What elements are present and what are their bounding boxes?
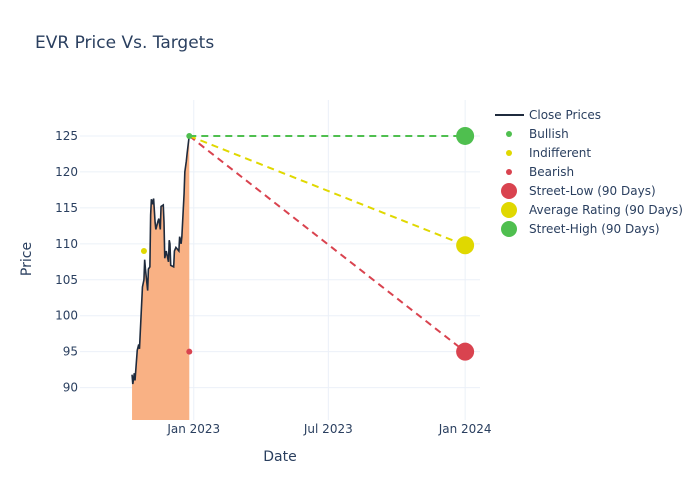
- plot-area: [131, 126, 475, 421]
- target-line-street-low-90-days: [188, 135, 466, 353]
- rating-point-bullish: [186, 132, 193, 139]
- y-tick-label: 95: [63, 345, 78, 359]
- x-tick-label: Jan 2024: [438, 422, 492, 436]
- legend-label-average-rating-90-days: Average Rating (90 Days): [529, 203, 683, 217]
- legend-label-bullish: Bullish: [529, 127, 569, 141]
- target-marker-street-low-90-days: [456, 342, 475, 361]
- legend-swatch-average-rating-90-days: [501, 202, 517, 218]
- legend-swatch-bearish: [506, 169, 512, 175]
- close-price-line: [131, 135, 191, 385]
- y-tick-label: 115: [55, 201, 78, 215]
- y-tick-label: 100: [55, 309, 78, 323]
- legend-label-street-high-90-days: Street-High (90 Days): [529, 222, 660, 236]
- x-axis-title: Date: [263, 449, 296, 465]
- y-tick-label: 125: [55, 129, 78, 143]
- legend: Close Prices Bullish Indifferent Bearish Str…: [495, 108, 683, 237]
- target-line-average-rating-90-days: [188, 135, 466, 247]
- rating-point-bearish: [186, 348, 193, 355]
- legend-swatch-street-low-90-days: [501, 183, 517, 199]
- y-tick-label: 90: [63, 381, 78, 395]
- legend-swatch-street-high-90-days: [501, 221, 517, 237]
- legend-swatch-indifferent: [506, 150, 512, 156]
- x-tick-label: Jan 2023: [166, 422, 220, 436]
- y-axis-title: Price: [19, 242, 35, 276]
- legend-label-close-prices: Close Prices: [529, 108, 601, 122]
- axes: 90 95 100 105 110 115 120 125 Jan 2023 Jul 2023 Ja…: [55, 129, 491, 436]
- target-marker-average-rating-90-days: [456, 236, 475, 255]
- legend-label-indifferent: Indifferent: [529, 146, 591, 160]
- y-tick-label: 105: [55, 273, 78, 287]
- close-price-area: [132, 135, 190, 421]
- rating-point-indifferent: [140, 248, 147, 255]
- chart-title: EVR Price Vs. Targets: [35, 33, 215, 53]
- legend-swatch-bullish: [506, 131, 512, 137]
- target-marker-street-high-90-days: [456, 126, 475, 145]
- legend-label-bearish: Bearish: [529, 165, 574, 179]
- x-tick-label: Jul 2023: [303, 422, 353, 436]
- y-tick-label: 120: [55, 165, 78, 179]
- grid: [80, 100, 480, 420]
- legend-label-street-low-90-days: Street-Low (90 Days): [529, 184, 656, 198]
- y-tick-label: 110: [55, 237, 78, 251]
